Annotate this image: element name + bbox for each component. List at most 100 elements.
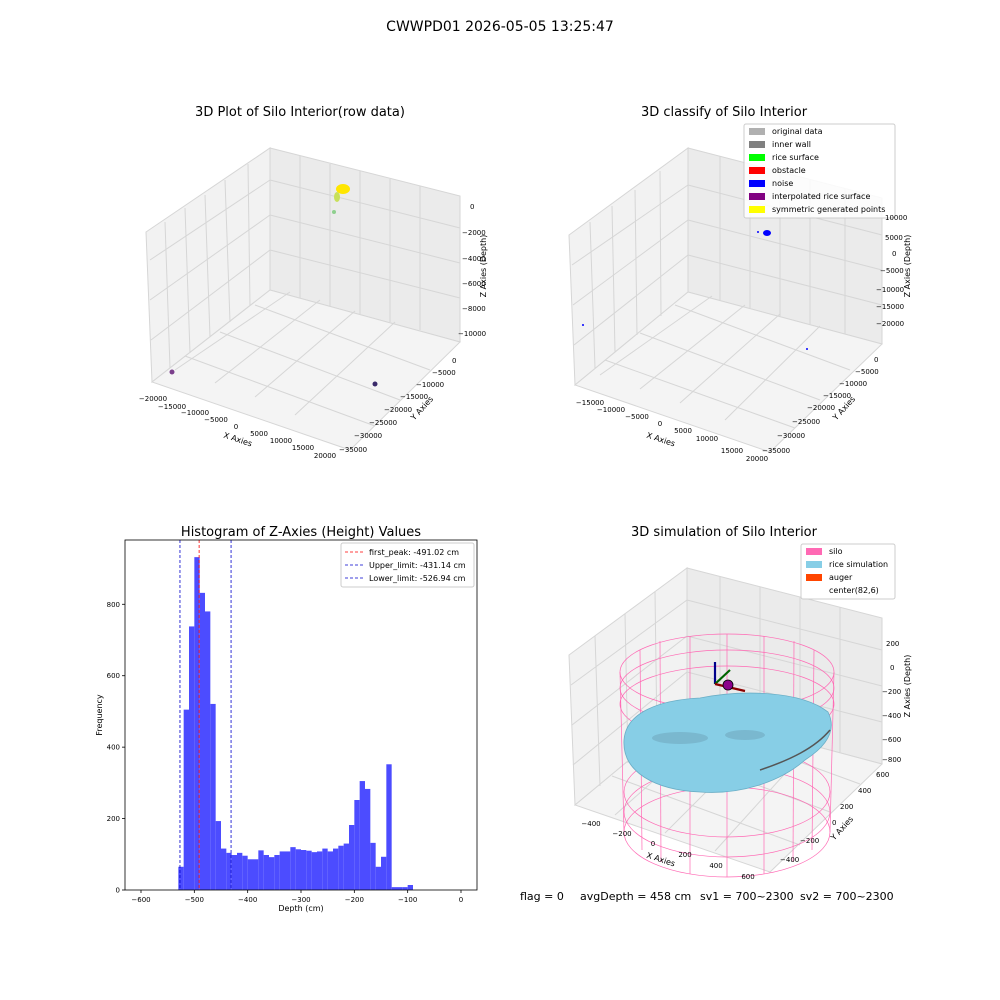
panel2-x-ticks: −15000 −10000 −5000 0 5000 10000 15000 2… xyxy=(576,399,768,463)
histogram-bar xyxy=(391,887,397,890)
auger-and-axes-marker xyxy=(713,662,746,693)
histogram-bar xyxy=(365,788,371,890)
histogram-bar xyxy=(189,626,195,890)
panel-classify: 3D classify of Silo Interior xyxy=(568,105,912,463)
panel4-xtick: −400 xyxy=(581,820,600,828)
histogram-bar xyxy=(295,849,301,890)
panel1-x-ticks: −20000 −15000 −10000 −5000 0 5000 10000 … xyxy=(139,395,336,460)
histogram-bar xyxy=(354,800,360,890)
panel4-xtick: 0 xyxy=(651,840,655,848)
histogram-bar xyxy=(194,557,200,890)
legend-label: center(82,6) xyxy=(829,586,879,595)
panel2-xtick: −5000 xyxy=(625,413,649,421)
panel2-y-ticks: 0 −5000 −10000 −15000 −20000 −25000 −300… xyxy=(762,356,879,455)
panel4-ztick: −800 xyxy=(882,756,901,764)
histogram-bar xyxy=(205,611,211,890)
panel1-xtick: 10000 xyxy=(270,437,292,445)
panel2-ytick: 0 xyxy=(874,356,878,364)
panel4-z-ticks: 200 0 −200 −400 −600 −800 xyxy=(882,640,901,764)
panel4-ytick: 400 xyxy=(858,787,871,795)
panel4-zlabel: Z Axies (Depth) xyxy=(903,655,912,718)
panel1-ztick: −2000 xyxy=(462,229,486,237)
panel1-xtick: −10000 xyxy=(181,409,209,417)
histogram-bar xyxy=(359,781,365,890)
histogram-bar xyxy=(221,848,227,890)
panel2-ytick: −25000 xyxy=(792,418,820,426)
panel-histogram: Histogram of Z-Axies (Height) Values −60… xyxy=(95,525,478,913)
histogram-bar xyxy=(306,850,312,890)
panel2-xlabel: X Axies xyxy=(645,431,676,449)
panel2-points xyxy=(582,230,808,350)
legend-swatch-inner-wall xyxy=(749,141,765,148)
legend-label: rice simulation xyxy=(829,560,888,569)
histogram-bar xyxy=(237,852,243,890)
panel4-ytick: −400 xyxy=(780,856,799,864)
histogram-ylabel: Frequency xyxy=(95,694,104,736)
panel1-ytick: −25000 xyxy=(369,419,397,427)
panel2-xtick: 0 xyxy=(658,420,662,428)
panel2-ytick: −35000 xyxy=(762,447,790,455)
panel4-ytick: 200 xyxy=(840,803,853,811)
panel4-ztick: 200 xyxy=(886,640,899,648)
panel1-ytick: −20000 xyxy=(384,406,412,414)
panel4-ytick: −200 xyxy=(800,837,819,845)
panel1-ytick: −10000 xyxy=(416,381,444,389)
histogram-xtick-label: 0 xyxy=(459,896,463,904)
histogram-bar xyxy=(183,709,189,890)
histogram-xtick-label: −300 xyxy=(291,896,310,904)
panel4-y-ticks: 600 400 200 0 −200 −400 xyxy=(780,771,889,864)
panel4-ztick: −200 xyxy=(882,688,901,696)
panel2-xtick: −10000 xyxy=(597,406,625,414)
histogram-xlabel: Depth (cm) xyxy=(278,904,323,913)
panel2-ztick: −5000 xyxy=(880,267,904,275)
panel4-title: 3D simulation of Silo Interior xyxy=(631,525,818,540)
panel2-ztick: −15000 xyxy=(876,303,904,311)
panel2-ytick: −20000 xyxy=(807,404,835,412)
panel4-xtick: 600 xyxy=(741,873,754,881)
legend-label: rice surface xyxy=(772,153,819,162)
flag-text: flag = 0 xyxy=(520,890,564,903)
panel1-xtick: 15000 xyxy=(292,444,314,452)
legend-label: symmetric generated points xyxy=(772,205,885,214)
panel4-legend: silo rice simulation auger center(82,6) xyxy=(800,543,896,600)
panel3-title: Histogram of Z-Axies (Height) Values xyxy=(181,525,421,540)
panel4-xtick: 400 xyxy=(709,862,722,870)
panel2-ztick: 5000 xyxy=(885,234,903,242)
histogram-bar xyxy=(327,851,333,890)
sv2-text: sv2 = 700~2300 xyxy=(800,890,894,903)
panel2-xtick: −15000 xyxy=(576,399,604,407)
rice-surface xyxy=(623,692,832,793)
panel4-xtick: 200 xyxy=(678,851,691,859)
histogram-reference-lines xyxy=(179,540,232,890)
histogram-ytick-label: 600 xyxy=(107,672,120,680)
avg-depth-text: avgDepth = 458 cm xyxy=(580,890,691,903)
histogram-bar xyxy=(386,764,392,890)
legend-swatch-rice-surface xyxy=(749,154,765,161)
panel1-axes-box xyxy=(145,147,461,451)
histogram-xtick-label: −100 xyxy=(398,896,417,904)
panel1-xtick: 20000 xyxy=(314,452,336,460)
panel1-ztick: −4000 xyxy=(462,255,486,263)
legend-swatch-noise xyxy=(749,180,765,187)
legend-label: silo xyxy=(829,547,843,556)
panel2-xtick: 5000 xyxy=(674,427,692,435)
histogram-ytick-label: 800 xyxy=(107,601,120,609)
histogram-bar xyxy=(317,851,323,890)
panel2-xtick: 15000 xyxy=(721,447,743,455)
histogram-bar xyxy=(215,821,221,890)
histogram-xtick-label: −200 xyxy=(345,896,364,904)
legend-swatch-interpolated xyxy=(749,193,765,200)
panel2-z-ticks: 10000 5000 0 −5000 −10000 −15000 −20000 xyxy=(876,214,907,328)
legend-label: interpolated rice surface xyxy=(772,192,870,201)
legend-label: obstacle xyxy=(772,166,806,175)
panel1-z-ticks: 0 −2000 −4000 −6000 −8000 −10000 xyxy=(458,203,486,338)
panel1-ytick: −35000 xyxy=(339,446,367,454)
panel1-xtick: −5000 xyxy=(204,416,228,424)
panel1-ytick: 0 xyxy=(452,357,456,365)
histogram-bar xyxy=(210,703,216,890)
panel2-ztick: −20000 xyxy=(876,320,904,328)
legend-label: auger xyxy=(829,573,853,582)
panel2-xtick: 10000 xyxy=(696,435,718,443)
histogram-bar xyxy=(311,852,317,890)
histogram-bar xyxy=(370,842,376,890)
